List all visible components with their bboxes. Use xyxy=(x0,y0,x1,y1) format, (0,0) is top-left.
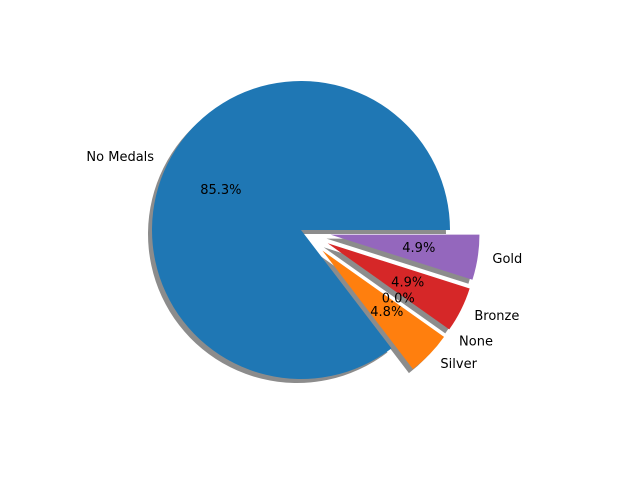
pct-label-none: 0.0% xyxy=(382,291,415,306)
slice-label-no-medals: No Medals xyxy=(86,150,154,165)
pct-label-bronze: 4.9% xyxy=(391,276,424,291)
wedge-layer xyxy=(152,80,480,380)
slice-label-gold: Gold xyxy=(492,252,522,267)
pie-slice-silver xyxy=(322,250,445,370)
pct-label-no-medals: 85.3% xyxy=(200,183,241,198)
label-layer: No Medals 85.3% Silver 4.8% None 0.0% Bronze 4.… xyxy=(86,150,522,372)
pie-slice-none xyxy=(325,247,447,334)
pct-label-gold: 4.9% xyxy=(402,241,435,256)
pie-slice-gold xyxy=(330,234,480,280)
pie-slice-bronze xyxy=(327,243,470,330)
slice-label-bronze: Bronze xyxy=(474,309,519,324)
pie-slice-no-medals xyxy=(152,80,451,380)
pct-label-silver: 4.8% xyxy=(370,305,403,320)
slice-label-silver: Silver xyxy=(440,357,477,372)
slice-label-none: None xyxy=(459,334,493,349)
